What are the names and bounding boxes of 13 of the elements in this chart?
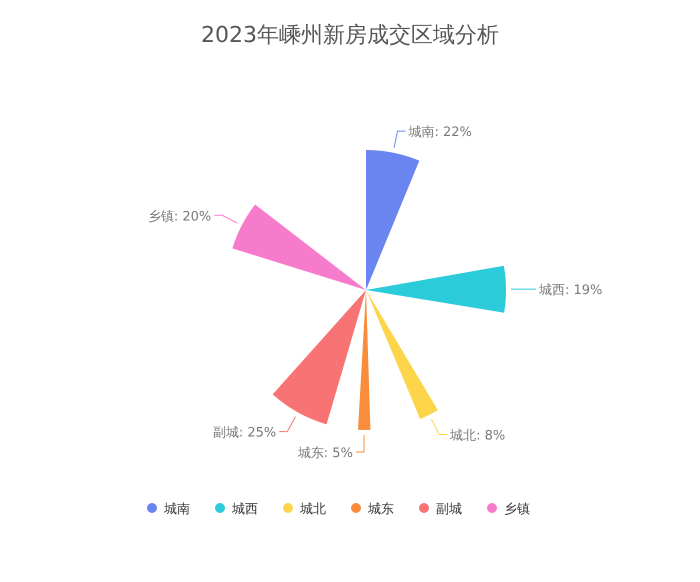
data-label: 乡镇: 20%	[148, 209, 212, 224]
data-label: 城南: 22%	[407, 125, 472, 140]
legend-label: 乡镇	[504, 502, 530, 517]
data-label: 城东: 5%	[296, 446, 353, 461]
data-label: 城北: 8%	[449, 428, 506, 444]
legend-label: 副城	[436, 502, 462, 517]
data-label: 副城: 25%	[212, 426, 276, 441]
legend-label: 城南	[163, 502, 190, 517]
legend-label: 城北	[299, 502, 326, 517]
data-label: 城西: 19%	[538, 283, 602, 298]
legend-label: 城西	[231, 502, 258, 517]
legend-label: 城东	[367, 502, 394, 517]
chart-title: 2023年嵊州新房成交区域分析	[201, 23, 499, 48]
